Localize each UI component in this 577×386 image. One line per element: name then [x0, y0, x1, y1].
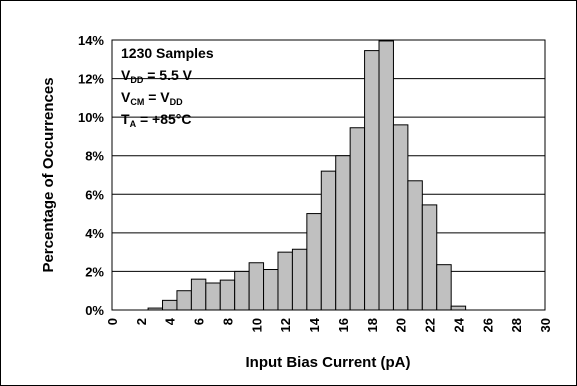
y-tick-label: 12%	[78, 72, 104, 87]
y-tick-label: 2%	[85, 264, 104, 279]
annotation-vdd: VDD = 5.5 V	[121, 67, 193, 85]
y-tick-label: 4%	[85, 226, 104, 241]
histogram-bar	[407, 180, 423, 311]
x-tick-label: 2	[134, 318, 149, 325]
histogram-bar	[421, 204, 438, 311]
x-axis-tick-labels: 0 2 4 6 8 10 12 14 16 18 20 22 24 26 28 30	[105, 317, 553, 332]
x-tick-label: 12	[278, 318, 293, 332]
histogram-bar	[392, 124, 409, 311]
x-tick-label: 24	[451, 317, 466, 332]
x-tick-label: 14	[307, 317, 322, 332]
annotation-vdd-symbol: V	[121, 67, 131, 83]
x-tick-label: 10	[249, 318, 264, 332]
histogram-bar	[291, 248, 308, 311]
annotation-samples: 1230 Samples	[121, 45, 214, 61]
histogram-bar	[349, 127, 366, 311]
histogram-bar	[263, 269, 279, 311]
x-tick-label: 22	[423, 318, 438, 332]
x-tick-label: 26	[480, 318, 495, 332]
plot-area-frame	[111, 39, 546, 311]
annotation-vdd-value: = 5.5 V	[143, 67, 192, 83]
annotation-ta: TA = +85°C	[121, 111, 191, 129]
y-tick-label: 0%	[85, 303, 104, 318]
x-axis-title: Input Bias Current (pA)	[246, 354, 411, 371]
histogram-bar	[277, 251, 293, 311]
annotation-vcm-rhs-subscript: DD	[170, 97, 183, 107]
histogram-bar	[176, 290, 192, 311]
histogram-bar	[335, 155, 351, 311]
histogram-bars	[147, 40, 467, 311]
y-tick-label: 8%	[85, 149, 104, 164]
annotation-vcm-equals: = V	[144, 89, 170, 105]
annotation-ta-subscript: A	[130, 119, 137, 129]
x-tick-label: 28	[509, 318, 524, 332]
annotation-vcm: VCM = VDD	[121, 89, 183, 107]
gridlines	[112, 78, 545, 272]
annotation-block: 1230 Samples VDD = 5.5 V VCM = VDD TA = …	[121, 45, 214, 129]
histogram-bar	[248, 262, 265, 311]
y-axis-tick-labels: 0% 2% 4% 6% 8% 10% 12% 14%	[78, 33, 104, 318]
x-tick-label: 20	[394, 318, 409, 332]
x-tick-label: 6	[192, 318, 207, 325]
x-tick-label: 30	[538, 318, 553, 332]
histogram-bar	[190, 278, 207, 311]
annotation-ta-symbol: T	[121, 111, 130, 127]
histogram-bar	[219, 279, 236, 311]
annotation-vdd-subscript: DD	[130, 75, 143, 85]
histogram-bar	[306, 213, 322, 311]
x-tick-label: 8	[220, 318, 235, 325]
histogram-bar	[450, 305, 467, 311]
histogram-bar	[378, 40, 394, 311]
histogram-bar	[436, 264, 452, 311]
x-tick-label: 0	[105, 318, 120, 325]
histogram-bar	[162, 299, 178, 311]
x-tick-label: 16	[336, 318, 351, 332]
y-axis-title: Percentage of Occurrences	[40, 77, 57, 272]
y-tick-label: 10%	[78, 110, 104, 125]
annotation-vcm-symbol: V	[121, 89, 131, 105]
x-tick-label: 18	[365, 318, 380, 332]
histogram-bar	[234, 270, 250, 311]
annotation-vcm-subscript: CM	[130, 97, 144, 107]
histogram-bar	[205, 282, 221, 311]
x-tick-label: 4	[163, 317, 178, 325]
histogram-bar	[364, 50, 380, 311]
annotation-ta-value: = +85°C	[136, 111, 191, 127]
histogram-bar	[320, 170, 337, 311]
y-tick-label: 14%	[78, 33, 104, 48]
y-tick-label: 6%	[85, 187, 104, 202]
